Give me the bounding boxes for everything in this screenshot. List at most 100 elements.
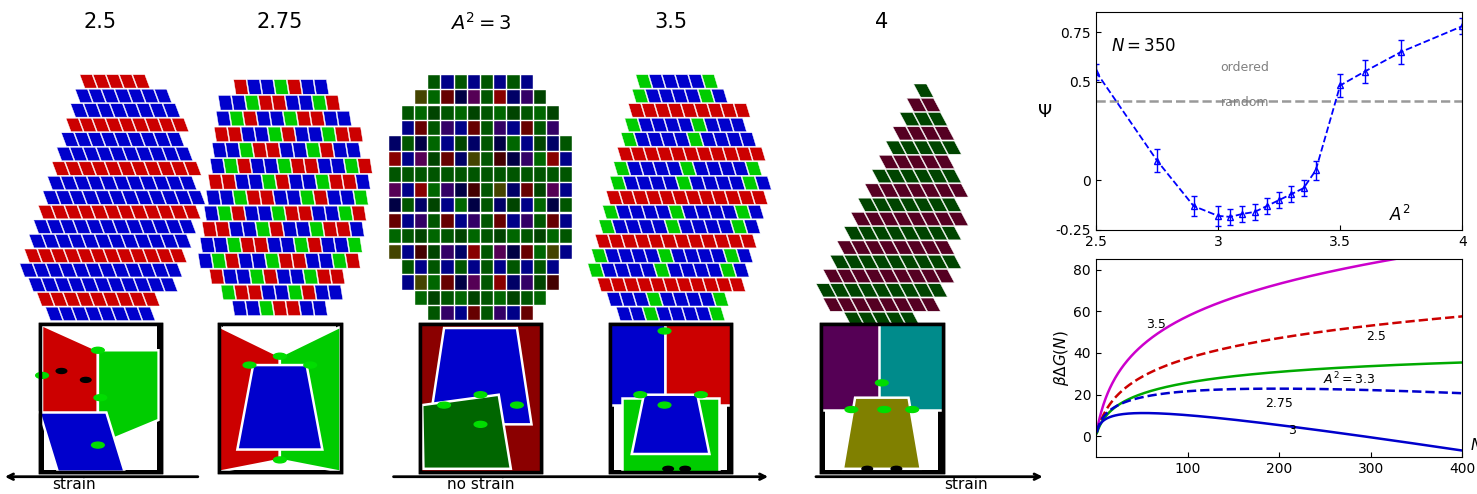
Polygon shape — [287, 80, 301, 94]
Polygon shape — [672, 89, 688, 103]
Polygon shape — [316, 269, 331, 284]
Polygon shape — [928, 227, 947, 240]
Polygon shape — [309, 127, 322, 142]
Polygon shape — [149, 191, 165, 205]
Polygon shape — [230, 206, 245, 221]
Polygon shape — [96, 147, 114, 161]
Polygon shape — [508, 245, 520, 259]
Polygon shape — [706, 264, 722, 277]
Polygon shape — [495, 214, 507, 228]
Polygon shape — [292, 143, 307, 158]
Polygon shape — [495, 306, 507, 321]
Polygon shape — [907, 184, 926, 197]
Polygon shape — [167, 176, 183, 190]
Polygon shape — [520, 136, 533, 151]
Polygon shape — [238, 365, 322, 450]
Polygon shape — [279, 327, 341, 472]
Polygon shape — [154, 133, 171, 146]
Polygon shape — [642, 206, 659, 219]
Bar — [219, 324, 341, 472]
Polygon shape — [264, 159, 279, 173]
Polygon shape — [455, 214, 467, 228]
Polygon shape — [749, 147, 765, 161]
Polygon shape — [455, 90, 467, 104]
Polygon shape — [681, 104, 697, 117]
Polygon shape — [112, 307, 128, 321]
Polygon shape — [710, 147, 725, 161]
Polygon shape — [676, 176, 693, 190]
Polygon shape — [899, 312, 920, 326]
Polygon shape — [96, 191, 112, 205]
Polygon shape — [349, 127, 363, 142]
Polygon shape — [668, 264, 684, 277]
Polygon shape — [690, 176, 706, 190]
Polygon shape — [309, 222, 323, 237]
Polygon shape — [222, 285, 236, 300]
Polygon shape — [92, 206, 108, 219]
Polygon shape — [603, 206, 619, 219]
Polygon shape — [675, 235, 691, 248]
Polygon shape — [455, 245, 467, 259]
Polygon shape — [699, 191, 715, 205]
Polygon shape — [941, 141, 962, 154]
Polygon shape — [508, 276, 520, 289]
Polygon shape — [914, 284, 933, 297]
Polygon shape — [428, 229, 440, 244]
Polygon shape — [180, 176, 196, 190]
Polygon shape — [64, 292, 81, 306]
Y-axis label: $\Psi$: $\Psi$ — [1037, 103, 1052, 121]
Circle shape — [273, 353, 287, 359]
Polygon shape — [482, 260, 493, 274]
Polygon shape — [899, 169, 920, 183]
Polygon shape — [415, 183, 427, 197]
Polygon shape — [93, 118, 109, 131]
Polygon shape — [560, 229, 573, 244]
Polygon shape — [546, 136, 560, 151]
Polygon shape — [675, 75, 691, 88]
Polygon shape — [935, 127, 954, 140]
Polygon shape — [843, 227, 864, 240]
Polygon shape — [415, 90, 427, 104]
Polygon shape — [546, 106, 560, 120]
Polygon shape — [106, 75, 124, 88]
Polygon shape — [858, 284, 877, 297]
Polygon shape — [297, 111, 312, 126]
Bar — [223, 326, 337, 470]
Polygon shape — [84, 104, 100, 117]
Polygon shape — [899, 227, 920, 240]
Polygon shape — [41, 278, 59, 291]
Polygon shape — [631, 249, 647, 262]
Polygon shape — [267, 127, 282, 142]
Polygon shape — [660, 133, 676, 146]
Polygon shape — [727, 133, 743, 146]
Polygon shape — [482, 152, 493, 166]
Polygon shape — [546, 121, 560, 135]
Polygon shape — [520, 229, 533, 244]
Polygon shape — [935, 270, 954, 283]
Circle shape — [905, 407, 919, 412]
Polygon shape — [920, 298, 941, 311]
Polygon shape — [323, 111, 338, 126]
Polygon shape — [415, 229, 427, 244]
Polygon shape — [38, 206, 56, 219]
Polygon shape — [61, 220, 77, 233]
Polygon shape — [866, 241, 885, 254]
Polygon shape — [609, 235, 625, 248]
Polygon shape — [56, 235, 72, 248]
Polygon shape — [879, 324, 942, 410]
Polygon shape — [161, 191, 179, 205]
Polygon shape — [442, 136, 453, 151]
Text: 3.5: 3.5 — [1146, 318, 1167, 331]
Polygon shape — [629, 206, 645, 219]
Polygon shape — [284, 111, 298, 126]
Polygon shape — [455, 121, 467, 135]
Polygon shape — [914, 255, 933, 268]
Polygon shape — [87, 133, 105, 146]
Polygon shape — [350, 222, 365, 237]
Polygon shape — [99, 220, 117, 233]
Polygon shape — [648, 235, 665, 248]
Polygon shape — [300, 301, 315, 316]
Polygon shape — [313, 190, 328, 205]
Polygon shape — [319, 143, 334, 158]
Polygon shape — [734, 206, 750, 219]
